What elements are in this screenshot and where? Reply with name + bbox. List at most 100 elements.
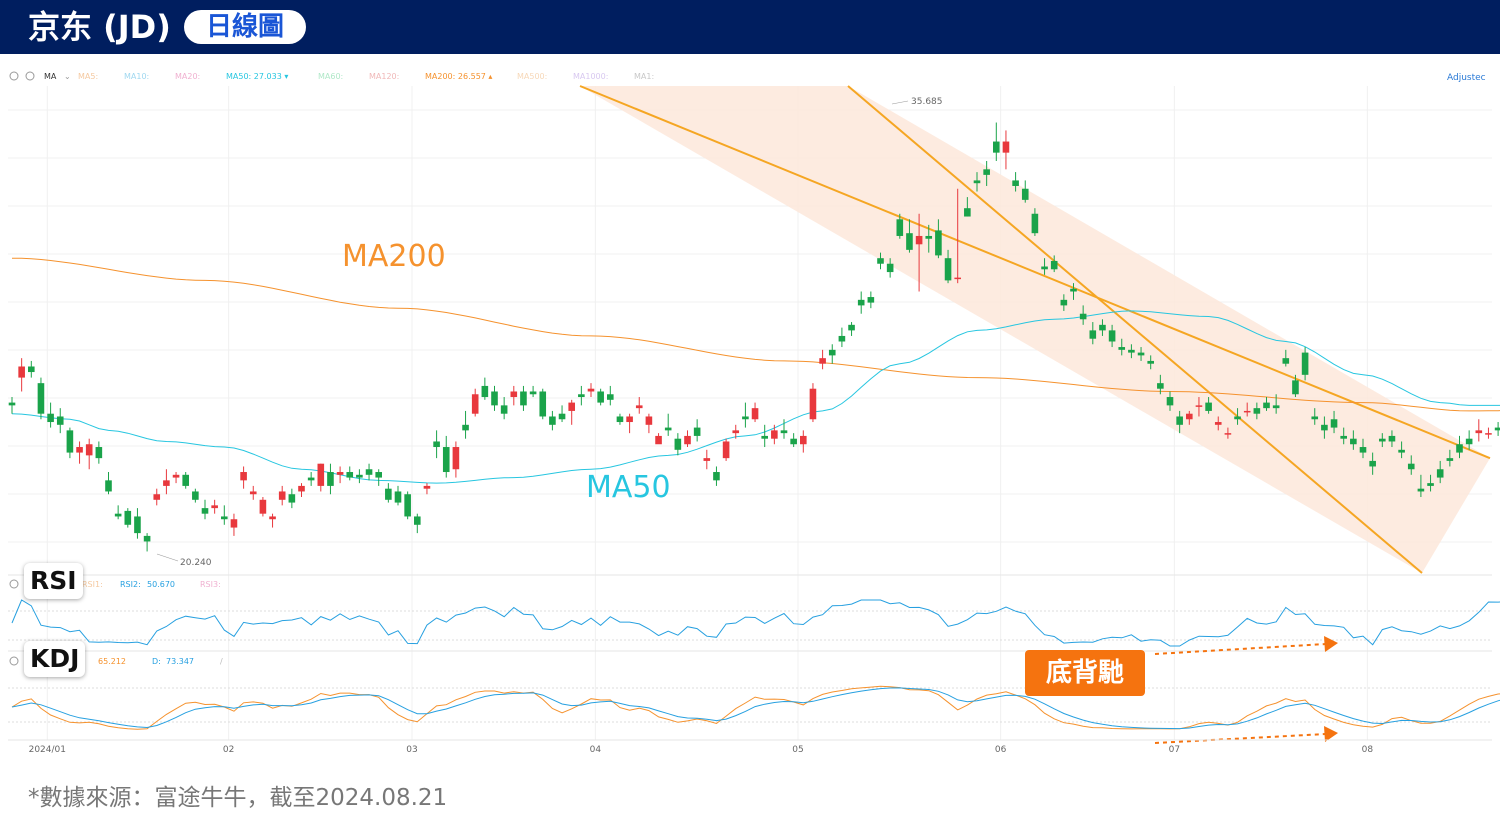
candle-body [616,416,624,423]
candle-body [771,430,778,439]
candle-body [857,299,865,306]
candle-body [877,258,884,264]
candle-body [1427,483,1434,486]
indicator-toolbar: MA ⌄ MA5: MA10: MA20: MA50: 27.033 ▾ MA60: MA… [9,71,1486,83]
candle-body [1282,358,1290,364]
candle-body [143,535,151,542]
rsi2-value: 50.670 [147,580,175,589]
candle-body [925,235,933,239]
candle-body [1089,330,1097,339]
descending-channel-area [580,86,1490,573]
candle-body [500,405,508,414]
ma-selector-label[interactable]: MA [44,72,57,81]
candle-body [172,474,180,478]
candle-body [780,430,788,434]
candle-body [1321,424,1328,431]
candle-body [587,388,595,392]
candle-body [336,472,344,475]
candle-body [1031,213,1039,234]
candle-body [385,488,392,500]
rsi2-legend: RSI2: [120,580,141,589]
page-title: 京东 (JD) [28,8,171,46]
candle-body [1099,324,1106,331]
rsi1-legend: RSI1: [82,580,103,589]
candle-body [1350,438,1357,445]
candle-body [935,230,942,256]
candle-body [1417,488,1425,492]
candle-body [1166,397,1174,406]
candle-body [655,435,662,445]
candle-body [1388,435,1396,442]
candle-body [1292,380,1299,395]
candle-body [761,435,768,439]
x-tick-label: 08 [1362,745,1374,755]
candle-body [491,391,498,406]
kdj-d-value: 73.347 [166,657,194,666]
kdj-label: KDJ [24,641,86,677]
candle-body [66,430,74,453]
candle-body [1050,260,1058,270]
candle-body [114,513,122,517]
candle-body [993,141,1000,153]
candle-body [838,335,846,342]
candle-body [1147,360,1154,364]
candle-body [1369,460,1376,467]
candle-body [703,458,711,461]
candle-body [278,491,286,500]
rsi-arrowhead-icon [1324,636,1338,652]
adjusted-toggle[interactable]: Adjustec [1447,73,1486,83]
candle-body [1485,433,1492,435]
candle-body [327,472,334,486]
candle-body [182,474,189,486]
close-icon[interactable] [25,71,35,81]
candle-body [1041,266,1048,270]
candle-body [944,258,952,281]
timeframe-badge: 日線圖 [184,10,306,44]
candle-body [1195,405,1203,407]
candle-body [964,208,971,217]
channel-upper-line [579,85,1491,460]
candle-body [259,499,267,514]
candle-body [549,416,556,425]
chevron-down-icon[interactable]: ⌄ [64,72,71,81]
candle-body [423,485,431,489]
rsi-label: RSI [24,563,83,599]
candle-body [954,277,961,280]
candle-body [404,494,411,517]
candle-body [983,169,990,175]
candle-body [915,235,923,245]
candle-body [520,391,527,406]
candle-body [1340,435,1347,439]
x-tick-label: 03 [406,745,417,755]
candle-body [1253,408,1261,414]
divergence-arrows [1154,636,1338,744]
candle-body [307,477,315,481]
candle-body [732,430,740,434]
candle-body [867,297,875,303]
candle-body [1070,288,1077,292]
candle-body [886,263,894,273]
candle-body [462,424,469,431]
timeframe-badge-label: 日線圖 [205,12,284,42]
candle-body [56,416,64,425]
candle-body [76,447,83,453]
candle-body [1359,447,1367,453]
ma-legend-4: MA60: [318,72,343,81]
candle-body [1021,188,1029,200]
rsi-settings-icon[interactable] [9,579,19,589]
candle-body [240,472,247,481]
candle-body [1243,410,1251,413]
ma-legend-6: MA200: 26.557 ▴ [425,72,492,81]
settings-icon[interactable] [9,71,19,81]
candle-body [1263,402,1270,409]
title-bar: 京东 (JD) 日線圖 [0,0,1500,54]
ma-legend-0: MA5: [78,72,98,81]
candle-body [375,472,382,478]
candle-body [597,391,604,403]
candle-body [896,219,904,236]
candle-body [134,516,141,534]
ma-legend-5: MA120: [369,72,399,81]
candle-body [1272,405,1280,409]
kdj-settings-icon[interactable] [9,656,19,666]
candles [8,122,1500,552]
